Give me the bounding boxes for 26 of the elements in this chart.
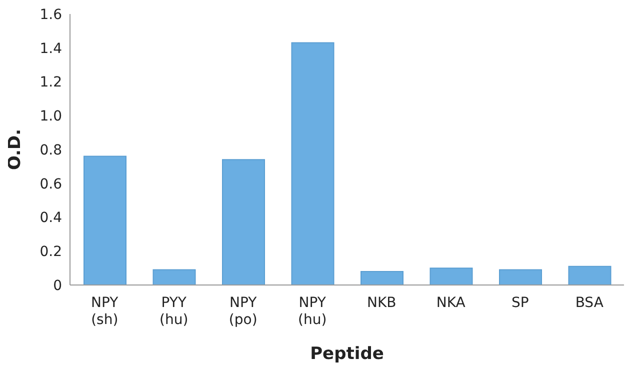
y-tick-label: 1.6 — [40, 6, 62, 23]
x-tick-label: NPY (hu) — [298, 295, 327, 328]
bar — [84, 156, 126, 285]
bar — [152, 269, 196, 285]
x-tick-label: BSA — [575, 295, 604, 311]
y-tick-label: 0.6 — [40, 176, 62, 192]
bar — [568, 266, 612, 285]
y-tick-label: 1.4 — [40, 40, 62, 57]
x-tick-label: PYY (hu) — [160, 295, 188, 328]
y-tick-label: 0.4 — [40, 210, 62, 226]
bar — [430, 268, 473, 285]
y-tick-label: 1.2 — [40, 74, 62, 91]
bar — [499, 269, 542, 285]
x-axis-title: Peptide — [310, 344, 384, 364]
x-tick-label: NPY (po) — [228, 295, 258, 328]
y-tick-label: 0.2 — [40, 244, 62, 260]
y-tick-label: 0 — [53, 278, 62, 294]
x-tick-label: NKB — [366, 295, 396, 311]
bar — [291, 42, 334, 285]
bar — [222, 159, 265, 285]
bar — [360, 270, 404, 285]
x-tick-label: NPY (sh) — [91, 295, 119, 328]
x-tick-label: SP — [511, 295, 529, 311]
y-tick-label: 1.0 — [40, 108, 62, 125]
y-tick-label: 0.8 — [40, 142, 62, 158]
x-tick-label: NKA — [436, 295, 466, 311]
